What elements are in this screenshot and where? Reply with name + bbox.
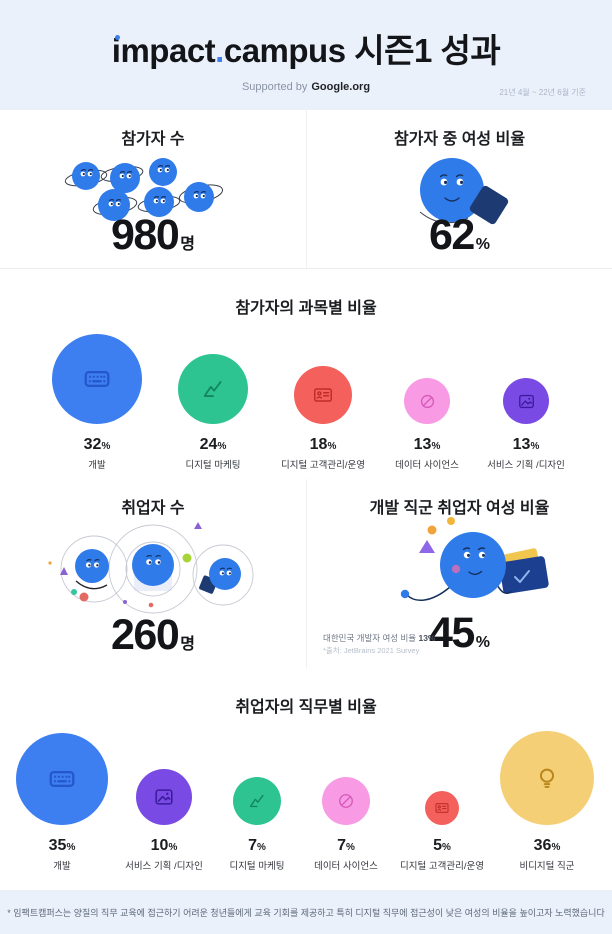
page-title: impact.campus 시즌1 성과 xyxy=(0,0,612,72)
bubble-label: 데이터 사이언스 xyxy=(395,460,459,471)
participants-card: 참가자 수 xyxy=(0,110,306,268)
employed-card: 취업자 수 xyxy=(0,479,306,668)
non-digital-circle xyxy=(500,731,594,825)
participants-value: 980 명 xyxy=(111,211,195,259)
pie-chart-icon xyxy=(420,394,434,408)
bubble-label: 비디지털 직군 xyxy=(519,861,575,872)
bubble-label: 디지털 고객관리/운영 xyxy=(400,861,484,872)
bubble-customer-ops: 5% 디지털 고객관리/운영 xyxy=(392,791,492,872)
bubble-percent: 10% xyxy=(150,837,178,854)
title-suffix: 시즌1 성과 xyxy=(345,32,501,69)
keyboard-icon xyxy=(84,371,110,387)
image-icon xyxy=(155,789,173,805)
bubble-percent: 18% xyxy=(309,436,337,453)
orbiting-balls-icon xyxy=(48,522,254,614)
customer-ops-circle xyxy=(425,791,459,825)
stats-row-participants: 참가자 수 xyxy=(0,110,612,269)
bubble-label: 디지털 고객관리/운영 xyxy=(281,460,365,471)
bubble-label: 디지털 마케팅 xyxy=(185,460,241,471)
line-chart-icon xyxy=(250,794,264,808)
bubble-percent: 13% xyxy=(512,436,540,453)
footer: * 임팩트캠퍼스는 양질의 직무 교육에 접근하기 어려운 청년들에게 교육 기… xyxy=(0,890,612,934)
customer-ops-circle xyxy=(294,366,352,424)
data-science-circle xyxy=(404,378,450,424)
women-ratio-title: 참가자 중 여성 비율 xyxy=(393,131,526,148)
dev-women-value: 45% xyxy=(428,609,491,657)
women-ratio-illustration xyxy=(307,148,612,232)
participants-title: 참가자 수 xyxy=(121,131,185,148)
bubble-percent: 35% xyxy=(48,837,76,854)
bubble-development: 32% 개발 xyxy=(34,334,160,471)
women-ratio-value: 62% xyxy=(428,211,491,259)
development-circle xyxy=(16,733,108,825)
data-science-circle xyxy=(322,777,370,825)
bubble-service-design: 13% 서비스 기획 /디자인 xyxy=(474,378,578,471)
bubble-customer-ops: 18% 디지털 고객관리/운영 xyxy=(266,366,380,471)
bubble-non-digital: 36% 비디지털 직군 xyxy=(492,731,602,872)
korea-dev-women-note: 대한민국 개발자 여성 비율 13% xyxy=(323,633,436,643)
digital-marketing-circle xyxy=(178,354,248,424)
development-circle xyxy=(52,334,142,424)
supporter-name: Google.org xyxy=(311,81,371,93)
ball-with-laptop-icon xyxy=(400,517,549,601)
stats-row-employed: 취업자 수 xyxy=(0,479,612,669)
brand-campus: campus xyxy=(223,32,346,69)
id-card-icon xyxy=(314,388,332,402)
bubble-label: 서비스 기획 /디자인 xyxy=(125,861,203,872)
employed-title: 취업자 수 xyxy=(121,500,185,517)
date-range: 21년 4월 ~ 22년 6월 기준 xyxy=(499,88,586,97)
bubble-data-science: 13% 데이터 사이언스 xyxy=(380,378,474,471)
employed-illustration xyxy=(0,515,306,619)
footer-note: * 임팩트캠퍼스는 양질의 직무 교육에 접근하기 어려운 청년들에게 교육 기… xyxy=(7,907,605,918)
women-ratio-card: 참가자 중 여성 비율 62% xyxy=(306,110,612,268)
keyboard-icon xyxy=(49,771,75,787)
image-icon xyxy=(518,394,534,408)
bubble-label: 개발 xyxy=(53,861,71,872)
id-card-icon xyxy=(435,803,449,813)
source-note: *출처: JetBrains 2021 Survey xyxy=(323,645,420,655)
service-design-circle xyxy=(136,769,192,825)
bubble-label: 개발 xyxy=(88,460,106,471)
jobs-section: 취업자의 직무별 비율 35% 개발 10% 서비스 기획 /디자인 xyxy=(0,668,612,890)
ball-with-book-icon xyxy=(419,158,508,225)
supported-by: Supported by Google.org xyxy=(241,81,371,93)
jobs-title: 취업자의 직무별 비율 xyxy=(235,699,377,716)
dev-women-title: 개발 직군 취업자 여성 비율 xyxy=(369,500,550,517)
participants-illustration xyxy=(0,150,306,226)
bubble-data-science: 7% 데이터 사이언스 xyxy=(300,777,392,872)
jobs-bubbles: 35% 개발 10% 서비스 기획 /디자인 7% 디지털 마케팅 xyxy=(0,731,612,872)
line-chart-icon xyxy=(203,381,222,397)
bubble-label: 디지털 마케팅 xyxy=(229,861,285,872)
bubble-digital-marketing: 7% 디지털 마케팅 xyxy=(214,777,300,872)
dev-women-footnotes: 대한민국 개발자 여성 비율 13% *출처: JetBrains 2021 S… xyxy=(323,632,435,656)
bubble-percent: 24% xyxy=(199,436,227,453)
brand-dot: . xyxy=(215,32,224,69)
bubble-percent: 13% xyxy=(413,436,441,453)
bubble-percent: 7% xyxy=(248,837,266,854)
dev-women-card: 개발 직군 취업자 여성 비율 xyxy=(306,479,612,668)
service-design-circle xyxy=(503,378,549,424)
digital-marketing-circle xyxy=(233,777,281,825)
bubble-percent: 7% xyxy=(337,837,355,854)
bubble-percent: 5% xyxy=(433,837,451,854)
brand-impact: impact xyxy=(111,32,216,69)
subjects-bubbles: 32% 개발 24% 디지털 마케팅 18% 디지털 고객관리/운영 xyxy=(0,334,612,471)
bubble-service-design: 10% 서비스 기획 /디자인 xyxy=(114,769,214,872)
subjects-title: 참가자의 과목별 비율 xyxy=(235,300,377,317)
dev-women-illustration xyxy=(307,509,612,615)
employed-value: 260 명 xyxy=(111,611,195,659)
header: impact.campus 시즌1 성과 Supported by Google.… xyxy=(0,0,612,110)
bubble-percent: 36% xyxy=(533,837,561,854)
bubble-digital-marketing: 24% 디지털 마케팅 xyxy=(160,354,266,471)
lightbulb-icon xyxy=(539,768,555,788)
subjects-section: 참가자의 과목별 비율 32% 개발 24% 디지털 마케팅 18 xyxy=(0,269,612,480)
pie-chart-icon xyxy=(339,794,353,808)
bubble-percent: 32% xyxy=(83,436,111,453)
blue-balls-icon xyxy=(64,158,224,221)
bubble-label: 서비스 기획 /디자인 xyxy=(487,460,565,471)
bubble-label: 데이터 사이언스 xyxy=(314,861,378,872)
bubble-development: 35% 개발 xyxy=(10,733,114,872)
